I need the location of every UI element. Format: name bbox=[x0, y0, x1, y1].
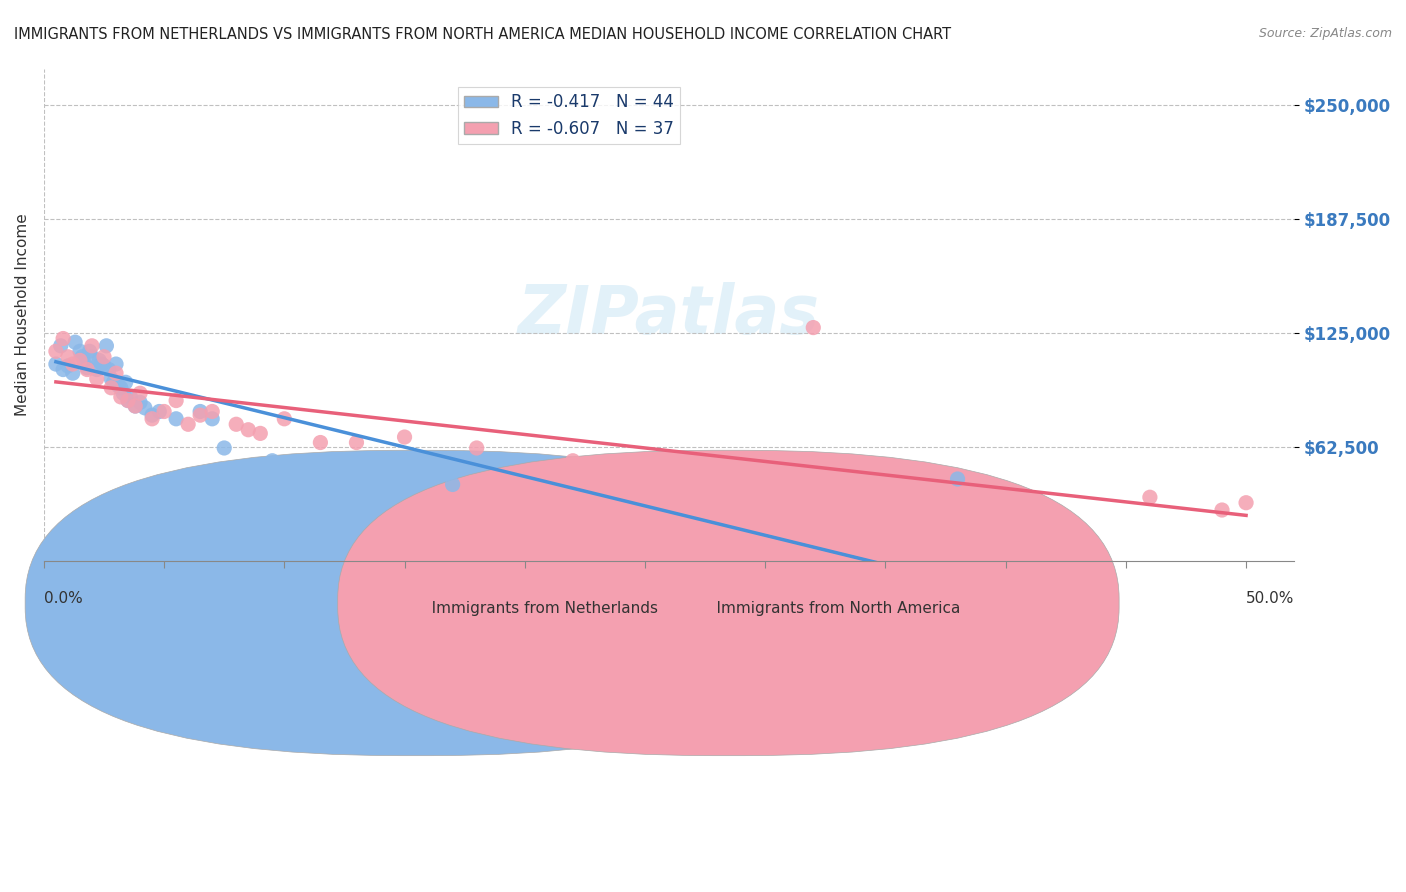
Point bbox=[72, 350, 94, 364]
Text: IMMIGRANTS FROM NETHERLANDS VS IMMIGRANTS FROM NORTH AMERICA MEDIAN HOUSEHOLD IN: IMMIGRANTS FROM NETHERLANDS VS IMMIGRANT… bbox=[14, 27, 952, 42]
Point bbox=[141, 412, 163, 426]
Point bbox=[165, 393, 187, 408]
Point bbox=[273, 412, 295, 426]
Text: ZIPatlas: ZIPatlas bbox=[517, 282, 820, 348]
Point bbox=[90, 357, 112, 371]
Point bbox=[80, 350, 103, 364]
Point bbox=[52, 332, 75, 346]
Point bbox=[110, 381, 132, 395]
Point bbox=[1139, 490, 1161, 504]
Point bbox=[93, 359, 115, 373]
Point bbox=[86, 362, 108, 376]
Point bbox=[249, 426, 271, 441]
Point bbox=[1211, 503, 1233, 517]
Point bbox=[706, 481, 728, 495]
Point bbox=[441, 477, 464, 491]
Point bbox=[141, 408, 163, 422]
Point bbox=[148, 404, 170, 418]
Point bbox=[103, 376, 125, 390]
Point bbox=[63, 335, 86, 350]
Point bbox=[86, 372, 108, 386]
Point bbox=[93, 350, 115, 364]
Point bbox=[188, 408, 211, 422]
Point bbox=[69, 344, 91, 359]
Text: Immigrants from Netherlands            Immigrants from North America: Immigrants from Netherlands Immigrants f… bbox=[378, 600, 960, 615]
Point bbox=[465, 441, 488, 455]
Point bbox=[297, 477, 319, 491]
Point bbox=[79, 344, 101, 359]
Point bbox=[561, 454, 583, 468]
Point bbox=[262, 454, 284, 468]
FancyBboxPatch shape bbox=[337, 450, 1119, 756]
Point bbox=[188, 404, 211, 418]
Point bbox=[62, 366, 84, 380]
Point bbox=[52, 362, 75, 376]
Point bbox=[89, 353, 111, 368]
Point bbox=[201, 404, 224, 418]
Point bbox=[120, 390, 142, 404]
Point bbox=[76, 360, 98, 375]
Point bbox=[97, 362, 120, 376]
Point bbox=[45, 344, 67, 359]
FancyBboxPatch shape bbox=[25, 450, 807, 756]
Point bbox=[922, 467, 945, 481]
Point bbox=[76, 362, 98, 376]
Point bbox=[165, 412, 187, 426]
Point bbox=[117, 393, 139, 408]
Text: 50.0%: 50.0% bbox=[1246, 591, 1294, 606]
Point bbox=[201, 412, 224, 426]
Point bbox=[105, 366, 128, 380]
Point bbox=[56, 359, 79, 373]
Point bbox=[346, 435, 368, 450]
Point bbox=[69, 353, 91, 368]
Point bbox=[1234, 496, 1257, 510]
Point bbox=[73, 357, 96, 371]
Point bbox=[110, 390, 132, 404]
Point bbox=[1042, 536, 1064, 550]
Point bbox=[946, 472, 969, 486]
Point bbox=[100, 372, 122, 386]
Text: Source: ZipAtlas.com: Source: ZipAtlas.com bbox=[1258, 27, 1392, 40]
Point bbox=[83, 16, 105, 30]
Legend: R = -0.417   N = 44, R = -0.607   N = 37: R = -0.417 N = 44, R = -0.607 N = 37 bbox=[457, 87, 681, 145]
Point bbox=[177, 417, 200, 432]
Point bbox=[129, 386, 152, 401]
Point bbox=[80, 339, 103, 353]
Point bbox=[153, 404, 176, 418]
Point bbox=[96, 339, 118, 353]
Point bbox=[801, 320, 824, 334]
Point bbox=[238, 423, 260, 437]
Y-axis label: Median Household Income: Median Household Income bbox=[15, 213, 30, 417]
Point bbox=[309, 435, 332, 450]
Point bbox=[117, 393, 139, 408]
Point bbox=[114, 376, 136, 390]
Point bbox=[45, 357, 67, 371]
Point bbox=[56, 350, 79, 364]
Point bbox=[62, 357, 84, 371]
Point bbox=[394, 430, 416, 444]
Text: 0.0%: 0.0% bbox=[44, 591, 83, 606]
Point bbox=[49, 339, 72, 353]
Point bbox=[105, 357, 128, 371]
Point bbox=[229, 467, 252, 481]
Point bbox=[112, 386, 135, 401]
Point bbox=[212, 441, 235, 455]
Point bbox=[381, 481, 404, 495]
Point bbox=[321, 484, 343, 499]
Point bbox=[107, 379, 129, 393]
Point bbox=[129, 395, 152, 409]
Point bbox=[134, 401, 156, 415]
Point bbox=[124, 399, 146, 413]
Point bbox=[100, 381, 122, 395]
Point bbox=[225, 417, 247, 432]
Point bbox=[124, 399, 146, 413]
